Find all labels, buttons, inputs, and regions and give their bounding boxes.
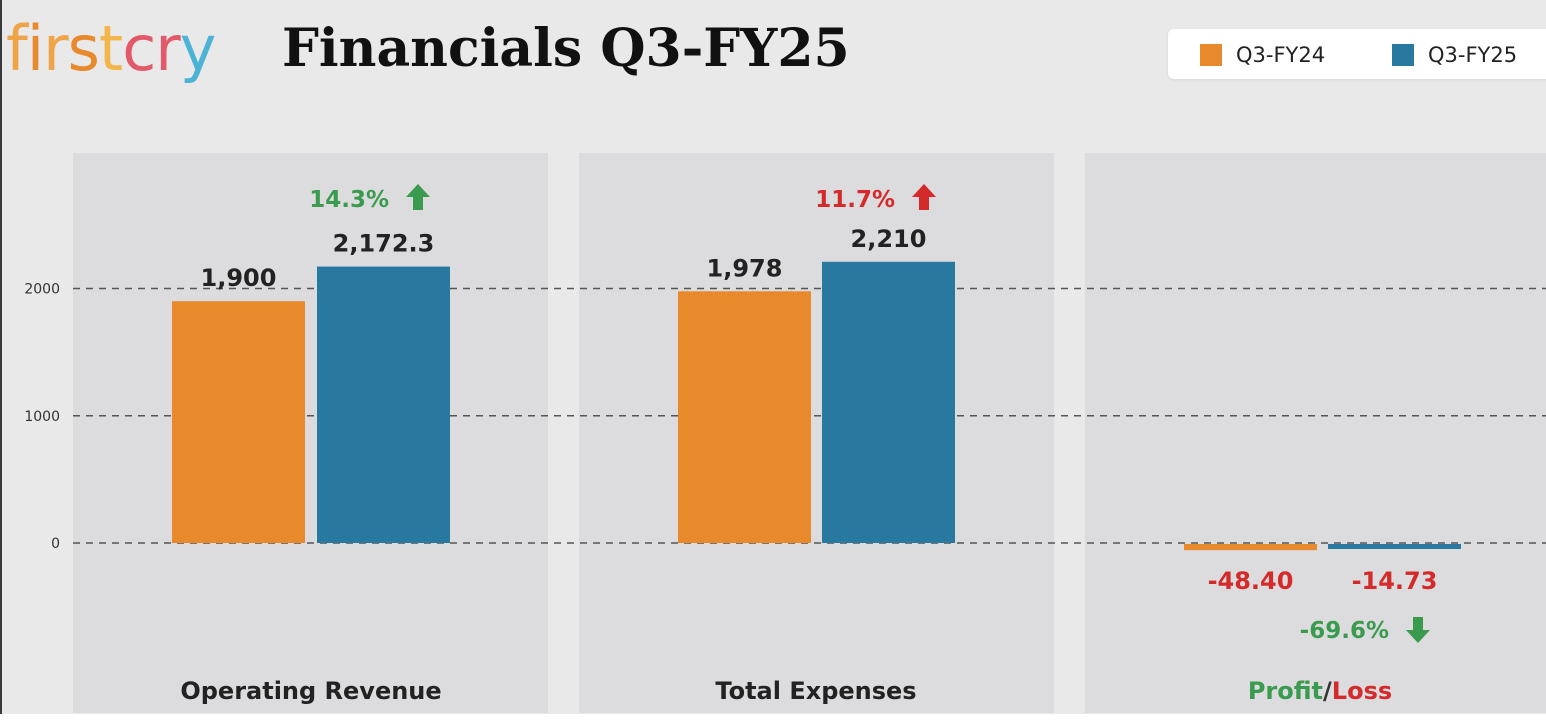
legend-swatch-q3-fy25 [1392, 44, 1414, 66]
bottom-border [0, 714, 1546, 720]
panel-3 [1085, 153, 1546, 713]
category-label: Operating Revenue [180, 677, 441, 705]
logo-letter: c [122, 12, 156, 85]
logo-letter: y [179, 12, 217, 85]
data-label: 2,172.3 [333, 230, 435, 258]
legend-item-q3-fy25: Q3-FY25 [1392, 41, 1517, 69]
profit-text: Profit [1248, 677, 1323, 705]
arrow-down-icon [1406, 617, 1430, 643]
bar-q3-fy24-2 [678, 291, 811, 543]
panel-1 [73, 153, 548, 713]
logo-letter: r [155, 12, 180, 85]
left-border [0, 0, 2, 720]
loss-text: Loss [1332, 677, 1392, 705]
bar-q3-fy25-1 [317, 266, 450, 543]
category-label-profit-loss: Profit/Loss [1248, 677, 1392, 705]
category-label: Total Expenses [715, 677, 916, 705]
bar-q3-fy25-3 [1328, 544, 1461, 549]
y-tick-label: 2000 [24, 282, 60, 298]
logo-letter: i [26, 12, 44, 85]
data-label: 1,900 [201, 264, 277, 292]
logo-letter: r [43, 12, 68, 85]
change-label: 11.7% [815, 187, 895, 213]
arrow-up-icon [406, 184, 430, 210]
data-label: 1,978 [707, 254, 783, 282]
legend: Q3-FY24 Q3-FY25 [1168, 29, 1546, 79]
legend-label-q3-fy25: Q3-FY25 [1428, 43, 1518, 67]
legend-swatch-q3-fy24 [1200, 44, 1222, 66]
y-tick-label: 0 [51, 536, 60, 552]
arrow-up-icon [912, 184, 936, 210]
bar-q3-fy24-3 [1184, 544, 1317, 551]
slash-text: / [1323, 677, 1332, 705]
logo-letter: f [6, 12, 28, 85]
bar-q3-fy25-2 [822, 261, 955, 543]
panel-2 [579, 153, 1054, 713]
change-label: -69.6% [1300, 618, 1389, 644]
change-label: 14.3% [309, 187, 389, 213]
data-label: -48.40 [1208, 567, 1294, 595]
logo-letter: t [98, 12, 123, 85]
brand-logo: firstcry [6, 4, 217, 94]
chart-title: Financials Q3-FY25 [282, 18, 850, 79]
y-tick-label: 1000 [24, 409, 60, 425]
logo-letter: s [67, 12, 100, 85]
data-label: 2,210 [851, 225, 927, 253]
bar-q3-fy24-1 [172, 301, 305, 543]
legend-label-q3-fy24: Q3-FY24 [1236, 43, 1326, 67]
legend-item-q3-fy24: Q3-FY24 [1200, 41, 1325, 69]
data-label: -14.73 [1352, 567, 1438, 595]
